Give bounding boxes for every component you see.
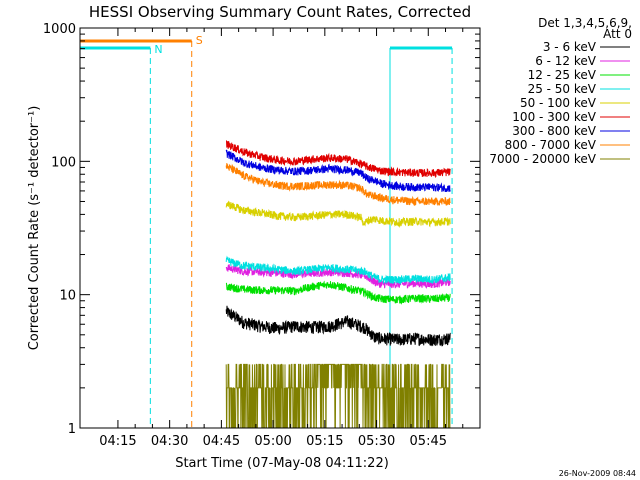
series-line <box>225 163 451 207</box>
legend-header-1: Det 1,3,4,5,6,9, <box>538 16 632 30</box>
x-tick-label: 04:45 <box>203 434 240 449</box>
legend-item-label: 50 - 100 keV <box>520 96 597 110</box>
legend-item-label: 3 - 6 keV <box>543 40 597 54</box>
y-tick-label: 10 <box>59 289 76 304</box>
legend-header-2: Att 0 <box>603 27 632 41</box>
x-axis-label: Start Time (07-May-08 04:11:22) <box>175 456 389 471</box>
y-axis-label: Corrected Count Rate (s⁻¹ detector⁻¹) <box>27 106 42 351</box>
legend-item-label: 25 - 50 keV <box>528 82 597 96</box>
x-tick-label: 04:30 <box>151 434 188 449</box>
flag-label: N <box>154 43 162 56</box>
x-tick-label: 04:15 <box>99 434 136 449</box>
y-tick-label: 100 <box>51 155 76 170</box>
series-layer <box>225 140 451 429</box>
y-tick-label: 1 <box>68 422 76 437</box>
x-axis: 04:15 04:30 04:45 05:00 05:15 05:30 05:45 <box>99 28 464 449</box>
x-tick-label: 05:45 <box>410 434 447 449</box>
timestamp: 26-Nov-2009 08:44 <box>559 469 636 478</box>
series-line <box>225 255 451 285</box>
y-tick-label: 1000 <box>43 22 76 37</box>
plot-frame <box>79 27 481 429</box>
series-line <box>226 140 451 178</box>
series-line <box>225 149 451 193</box>
series-line <box>225 264 451 289</box>
chart-title: HESSI Observing Summary Count Rates, Cor… <box>89 3 471 21</box>
x-tick-label: 05:15 <box>306 434 343 449</box>
legend-item-label: 100 - 300 keV <box>512 110 596 124</box>
x-tick-label: 05:00 <box>254 434 291 449</box>
y-axis: 1 10 100 1000 <box>43 22 480 437</box>
legend-item-label: 7000 - 20000 keV <box>489 152 596 166</box>
flag-label: S <box>196 34 203 47</box>
series-line <box>225 305 451 347</box>
legend-item-label: 300 - 800 keV <box>512 124 596 138</box>
legend-item-label: 6 - 12 keV <box>535 54 597 68</box>
legend-item-label: 12 - 25 keV <box>528 68 597 82</box>
series-line <box>225 200 451 228</box>
legend-item-label: 800 - 7000 keV <box>505 138 597 152</box>
series-line <box>225 280 451 305</box>
series-line <box>225 363 451 429</box>
x-tick-label: 05:30 <box>358 434 395 449</box>
flag-bars: NS <box>80 34 453 428</box>
